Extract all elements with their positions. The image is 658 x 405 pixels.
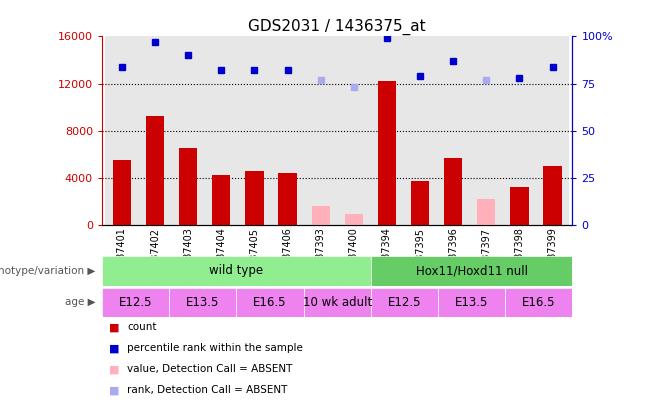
Bar xyxy=(544,166,562,225)
Bar xyxy=(113,160,131,225)
Bar xyxy=(371,256,572,286)
Bar xyxy=(403,36,437,225)
Text: E13.5: E13.5 xyxy=(455,296,488,309)
Bar xyxy=(236,288,303,317)
Text: E16.5: E16.5 xyxy=(253,296,287,309)
Title: GDS2031 / 1436375_at: GDS2031 / 1436375_at xyxy=(249,19,426,35)
Bar xyxy=(477,199,495,225)
Bar xyxy=(105,36,138,225)
Text: ■: ■ xyxy=(109,386,119,395)
Bar xyxy=(511,187,528,225)
Text: ■: ■ xyxy=(109,322,119,332)
Bar xyxy=(345,214,363,225)
Bar xyxy=(503,36,536,225)
Text: percentile rank within the sample: percentile rank within the sample xyxy=(127,343,303,353)
Text: genotype/variation ▶: genotype/variation ▶ xyxy=(0,266,95,276)
Bar xyxy=(179,148,197,225)
Text: E13.5: E13.5 xyxy=(186,296,220,309)
Bar xyxy=(245,171,263,225)
Text: 10 wk adult: 10 wk adult xyxy=(303,296,372,309)
Text: ■: ■ xyxy=(109,343,119,353)
Bar xyxy=(437,36,470,225)
Text: count: count xyxy=(127,322,157,332)
Bar xyxy=(212,175,230,225)
Text: ■: ■ xyxy=(109,364,119,374)
Bar xyxy=(311,206,330,225)
Text: rank, Detection Call = ABSENT: rank, Detection Call = ABSENT xyxy=(127,386,288,395)
Text: value, Detection Call = ABSENT: value, Detection Call = ABSENT xyxy=(127,364,292,374)
Bar xyxy=(169,288,236,317)
Bar xyxy=(102,256,371,286)
Bar xyxy=(303,288,371,317)
Bar xyxy=(371,288,438,317)
Bar xyxy=(338,36,370,225)
Bar xyxy=(370,36,403,225)
Text: E12.5: E12.5 xyxy=(388,296,421,309)
Bar xyxy=(470,36,503,225)
Bar xyxy=(238,36,271,225)
Bar xyxy=(102,288,169,317)
Text: E16.5: E16.5 xyxy=(522,296,555,309)
Bar xyxy=(505,288,572,317)
Bar xyxy=(304,36,338,225)
Bar xyxy=(146,117,164,225)
Bar xyxy=(411,181,429,225)
Bar xyxy=(444,158,463,225)
Bar xyxy=(438,288,505,317)
Text: E12.5: E12.5 xyxy=(119,296,153,309)
Bar xyxy=(278,173,297,225)
Bar xyxy=(271,36,304,225)
Bar xyxy=(378,81,396,225)
Text: Hox11/Hoxd11 null: Hox11/Hoxd11 null xyxy=(416,264,528,277)
Bar xyxy=(138,36,172,225)
Text: age ▶: age ▶ xyxy=(64,297,95,307)
Bar xyxy=(536,36,569,225)
Text: wild type: wild type xyxy=(209,264,263,277)
Bar xyxy=(172,36,205,225)
Bar xyxy=(205,36,238,225)
